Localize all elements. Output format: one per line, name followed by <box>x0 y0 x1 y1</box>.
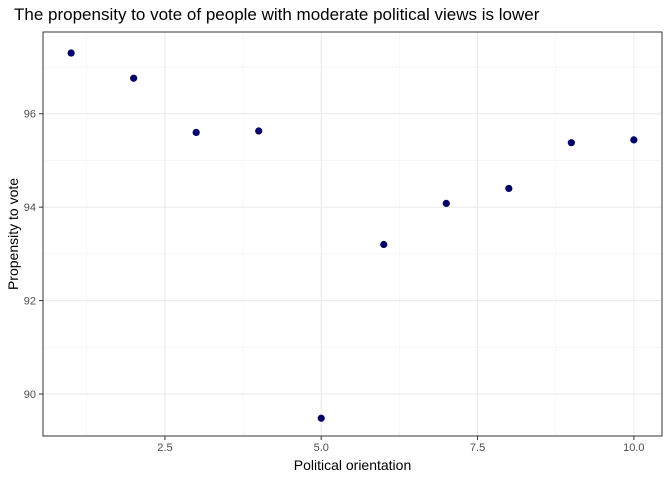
data-point <box>630 136 638 144</box>
axes: 2.5 5.0 7.5 10.0 90 92 94 96 <box>24 109 645 454</box>
data-point <box>505 184 513 193</box>
y-tick-label: 90 <box>24 389 36 401</box>
grid <box>43 32 662 436</box>
data-point <box>67 49 75 57</box>
data-point <box>567 139 575 147</box>
data-point <box>317 414 325 422</box>
data-points <box>67 49 638 422</box>
data-point <box>192 128 200 137</box>
data-point <box>255 127 263 135</box>
y-tick-label: 92 <box>24 296 36 308</box>
data-point <box>380 240 388 249</box>
plot-panel-border <box>42 31 663 437</box>
x-tick-label: 10.0 <box>623 442 644 454</box>
y-tick-label: 96 <box>24 109 36 121</box>
x-tick-label: 5.0 <box>314 442 329 454</box>
data-point <box>130 74 138 82</box>
x-tick-label: 7.5 <box>470 442 485 454</box>
x-axis-label: Political orientation <box>294 457 412 473</box>
data-point <box>442 199 450 208</box>
y-axis-label: Propensity to vote <box>5 178 21 290</box>
y-tick-label: 94 <box>24 202 36 214</box>
chart-title: The propensity to vote of people with mo… <box>14 5 540 24</box>
x-tick-label: 2.5 <box>157 442 172 454</box>
